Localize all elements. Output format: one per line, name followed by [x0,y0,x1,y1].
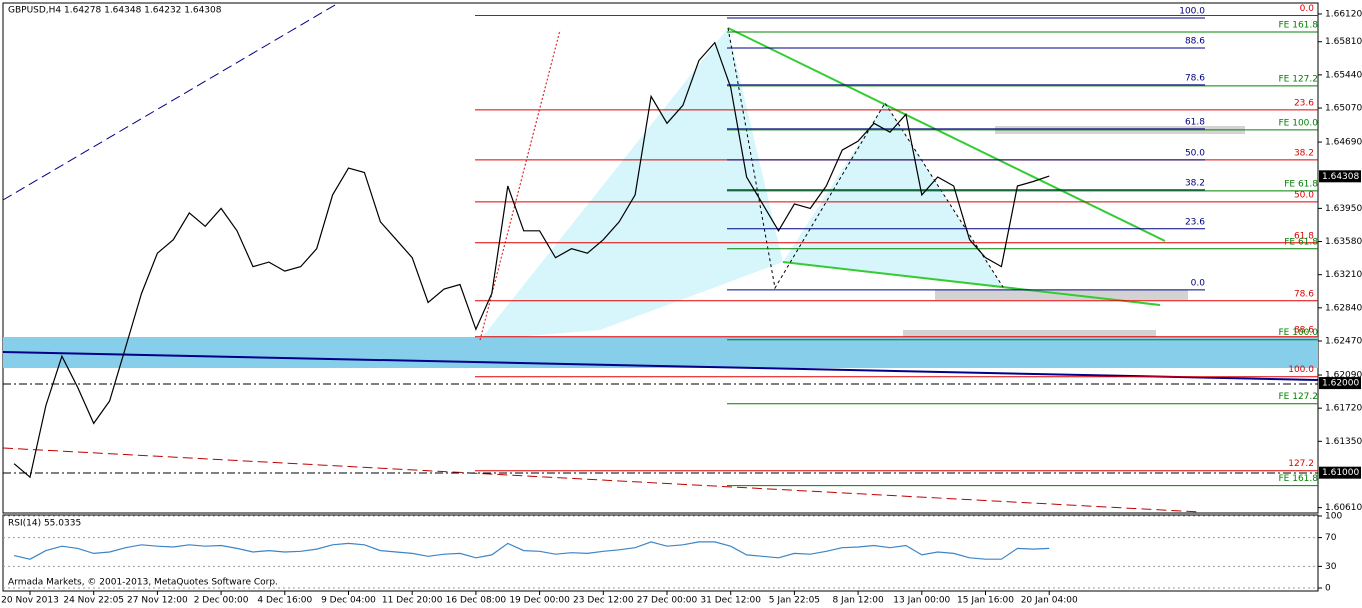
y-tick-label: 1.65440 [1325,70,1362,80]
fib-label: FE 61.8 [1284,179,1318,189]
fib-label: 61.8 [1185,117,1205,127]
x-tick-label: 24 Nov 22:05 [63,596,124,606]
x-tick-label: 23 Dec 12:00 [573,596,634,606]
y-tick-label: 1.63580 [1325,237,1362,247]
support-zone [3,337,1318,368]
copyright: Armada Markets, © 2001-2013, MetaQuotes … [8,578,278,588]
fib-label: 38.2 [1185,178,1205,188]
x-tick-label: 20 Jan 04:00 [1021,596,1078,606]
pattern-area [480,28,783,340]
y-tick-label: 100 [1325,512,1342,522]
price-line [13,541,1050,560]
y-tick-label: 1.61720 [1325,404,1362,414]
fib-label: FE 100.0 [1279,118,1319,128]
fib-label: FE 127.2 [1279,392,1319,402]
fib-label: 78.6 [1294,289,1314,299]
fib-label: 88.6 [1294,325,1314,335]
price-label: 1.64308 [1322,172,1359,182]
y-tick-label: 1.63950 [1325,204,1362,214]
fib-label: 50.0 [1185,148,1205,158]
x-tick-label: 13 Jan 00:00 [893,596,950,606]
fib-label: FE 127.2 [1279,74,1319,84]
trend-line [727,27,1166,242]
fib-label: FE 161.8 [1279,20,1319,30]
rsi-panel [2,514,1319,592]
fib-label: 50.0 [1294,190,1314,200]
y-tick-label: 1.62470 [1325,336,1362,346]
y-tick-label: 1.65070 [1325,104,1362,114]
fib-label: 23.6 [1294,98,1314,108]
pattern-line [727,27,1004,290]
fib-label: FE 61.8 [1284,237,1318,247]
x-tick-label: 9 Dec 04:00 [321,596,376,606]
y-tick-label: 1.63210 [1325,270,1362,280]
fib-label: 0.0 [1191,278,1206,288]
price-label: 1.61000 [1322,468,1359,478]
x-tick-label: 20 Nov 2013 [1,596,59,606]
trend-line [782,261,1161,306]
rsi-title: RSI(14) 55.0335 [8,519,81,529]
price-line [13,41,1050,479]
x-tick-label: 16 Dec 08:00 [446,596,507,606]
fib-label: 100.0 [1288,365,1314,375]
chart-title: GBPUSD,H4 1.64278 1.64348 1.64232 1.6430… [8,6,222,16]
y-tick-label: 1.62090 [1325,371,1362,381]
target-zone [935,290,1188,300]
y-tick-label: 1.64690 [1325,138,1362,148]
x-tick-label: 27 Nov 12:00 [127,596,188,606]
x-tick-label: 5 Jan 22:05 [769,596,820,606]
price-label-box [1319,170,1361,183]
fib-label: 88.6 [1185,37,1205,47]
price-label: 1.62000 [1322,379,1359,389]
x-tick-label: 15 Jan 16:00 [957,596,1014,606]
y-tick-label: 70 [1325,533,1337,543]
x-tick-label: 31 Dec 12:00 [700,596,761,606]
y-tick-label: 1.60610 [1325,503,1362,513]
y-tick-label: 1.66120 [1325,9,1362,19]
trend-line [2,4,336,201]
x-tick-label: 8 Jan 12:00 [832,596,884,606]
x-tick-label: 2 Dec 00:00 [194,596,249,606]
y-tick-label: 1.65810 [1325,37,1362,47]
price-label-box [1319,466,1361,479]
x-tick-label: 4 Dec 16:00 [257,596,312,606]
trend-line [479,29,561,341]
trend-line [2,447,1201,513]
fib-label: 100.0 [1179,6,1205,16]
trend-line [2,351,1319,381]
y-tick-label: 0 [1325,584,1331,594]
x-tick-label: 19 Dec 00:00 [509,596,570,606]
fib-label: FE 161.8 [1279,474,1319,484]
x-tick-label: 27 Dec 00:00 [637,596,698,606]
pattern-area [783,103,1003,287]
y-tick-label: 30 [1325,562,1337,572]
target-zone [903,330,1156,337]
y-tick-label: 1.61350 [1325,437,1362,447]
y-tick-label: 1.62840 [1325,303,1362,313]
fib-label: FE 100.0 [1279,328,1319,338]
fib-label: 78.6 [1185,73,1205,83]
x-tick-label: 11 Dec 20:00 [382,596,443,606]
fib-label: 0.0 [1300,4,1315,14]
price-label-box [1319,377,1361,390]
fib-label: 23.6 [1185,217,1205,227]
fib-label: 127.2 [1288,459,1314,469]
fib-label: 61.8 [1294,231,1314,241]
fib-label: 38.2 [1294,148,1314,158]
